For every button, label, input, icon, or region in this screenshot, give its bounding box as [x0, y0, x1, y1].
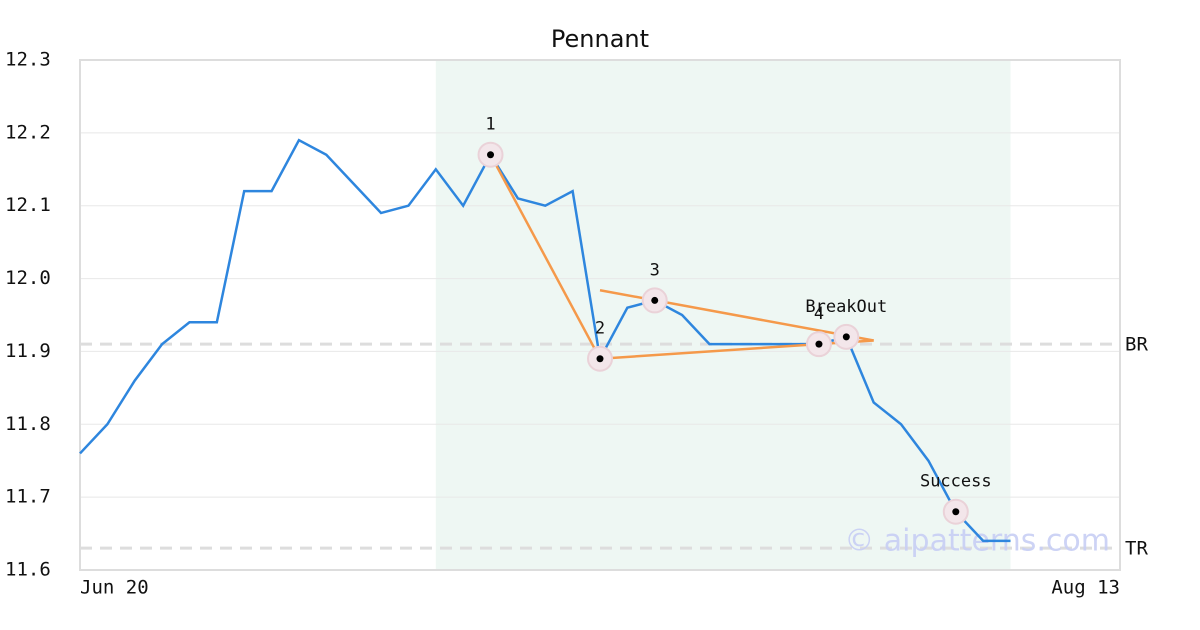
watermark: © aipatterns.com: [844, 524, 1110, 559]
chart-title: Pennant: [551, 25, 649, 53]
trendline: [489, 154, 602, 360]
point-dot: [487, 151, 495, 159]
y-tick-label: 12.3: [5, 49, 51, 71]
y-tick-label: 11.8: [5, 413, 51, 435]
x-tick-label: Aug 13: [1051, 577, 1120, 599]
y-tick-label: 12.2: [5, 121, 51, 143]
point-label: 2: [595, 319, 605, 339]
reference-label: TR: [1125, 538, 1148, 560]
y-tick-label: 11.6: [5, 559, 51, 581]
y-tick-label: 12.1: [5, 194, 51, 216]
plot-frame: [79, 59, 1121, 571]
x-tick-label: Jun 20: [80, 577, 149, 599]
y-tick-label: 11.9: [5, 340, 51, 362]
point-label: 3: [650, 260, 660, 280]
y-tick-label: 12.0: [5, 267, 51, 289]
price-line: [79, 138, 1011, 543]
point-label: 4: [814, 304, 824, 324]
point-label: BreakOut: [805, 297, 887, 317]
point-dot: [815, 340, 823, 348]
point-label: Success: [920, 472, 992, 492]
point-dot: [596, 355, 604, 363]
point-dot: [842, 333, 850, 341]
point-dot: [651, 296, 659, 304]
y-tick-label: 11.7: [5, 486, 51, 508]
point-dot: [952, 508, 960, 516]
reference-label: BR: [1125, 334, 1148, 356]
shaded-range: [435, 60, 1011, 570]
point-label: 1: [485, 115, 495, 135]
